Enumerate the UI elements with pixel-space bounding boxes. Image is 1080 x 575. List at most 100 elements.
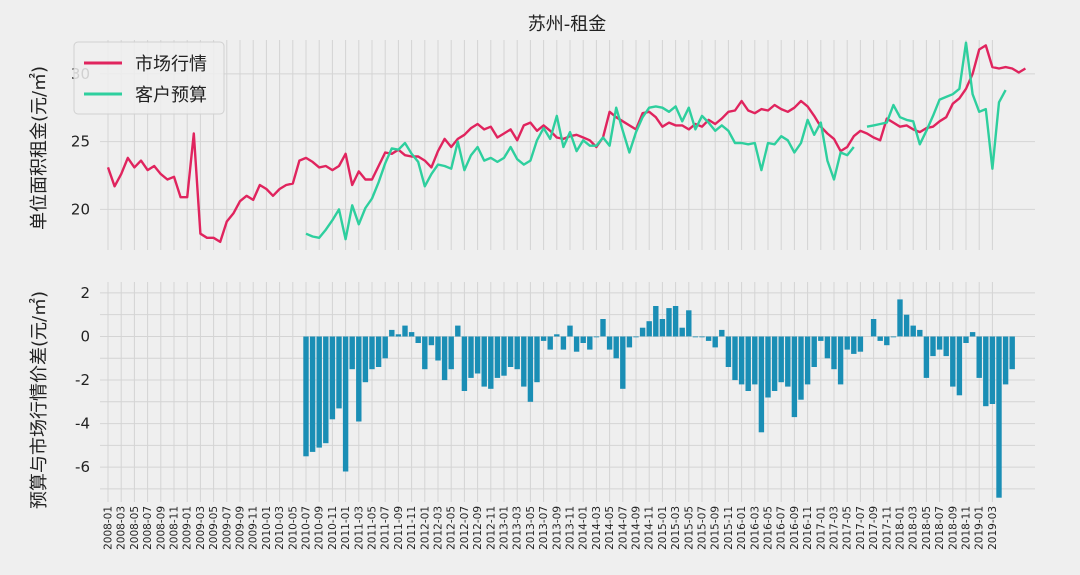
x-tick-label: 2013-11	[565, 506, 577, 550]
gap-bar	[494, 336, 501, 378]
gap-bar	[521, 336, 527, 387]
gap-bar	[422, 336, 428, 370]
gap-bar	[395, 334, 402, 337]
bottom-y-ticks: -6 -4 -2 0 2	[75, 284, 90, 476]
gap-bar	[514, 336, 520, 370]
x-tick-label: 2010-07	[301, 506, 313, 550]
x-tick-label: 2016-11	[802, 506, 814, 550]
gap-bar	[1009, 336, 1015, 370]
gap-bar	[884, 336, 890, 346]
gap-bar	[989, 336, 996, 404]
gap-bar	[481, 336, 487, 387]
x-tick-label: 2008-01	[103, 506, 115, 550]
x-tick-label: 2008-03	[116, 506, 128, 550]
x-tick-label: 2011-09	[393, 506, 405, 550]
gap-bar	[890, 336, 897, 338]
legend-box	[73, 41, 225, 115]
gap-bar	[679, 327, 685, 337]
gap-bar	[369, 336, 375, 370]
gap-bar	[606, 336, 613, 350]
x-tick-label: 2013-05	[525, 506, 537, 550]
gap-bar	[725, 336, 732, 367]
gap-bar	[567, 325, 573, 337]
x-tick-label: 2010-09	[314, 506, 326, 550]
x-tick-labels: 2008-01 2008-03 2008-05 2008-07 2008-09 2008-…	[103, 506, 999, 550]
gap-bar	[309, 336, 316, 452]
x-tick-label: 2014-11	[644, 506, 656, 550]
gap-bar	[897, 299, 903, 337]
gap-bar	[408, 332, 415, 337]
x-tick-label: 2009-07	[221, 506, 233, 550]
x-tick-label: 2014-07	[617, 506, 629, 550]
gap-bar	[686, 310, 692, 337]
gap-bar	[389, 329, 395, 337]
bottom-grid	[100, 282, 1035, 502]
x-tick-label: 2009-05	[208, 506, 220, 550]
gap-bar	[870, 319, 877, 337]
x-tick-label: 2015-03	[670, 506, 682, 550]
gap-bar	[705, 336, 712, 341]
x-tick-label: 2015-09	[710, 506, 722, 550]
gap-bar	[983, 336, 989, 407]
legend: 市场行情 客户预算	[73, 41, 225, 115]
gap-bar	[785, 336, 791, 387]
gap-bar	[316, 336, 322, 448]
x-tick-label: 2015-11	[723, 506, 735, 550]
gap-bar	[712, 336, 718, 348]
gap-bar	[936, 336, 943, 350]
bottom-y-axis-label: 预算与市场行情价差(元/㎡)	[28, 291, 50, 509]
gap-bar	[778, 336, 784, 383]
gap-bar	[329, 336, 336, 420]
x-tick-label: 2009-03	[195, 506, 207, 550]
gap-bar	[798, 336, 804, 400]
price-gap-bar-panel: -6 -4 -2 0 2 预算与市场行情价差(元/㎡)	[28, 282, 1035, 509]
x-tick-label: 2012-05	[446, 506, 458, 550]
gap-bar	[375, 336, 382, 367]
gap-bar	[923, 336, 930, 378]
x-tick-label: 2010-01	[261, 506, 273, 550]
x-tick-label: 2013-07	[538, 506, 550, 550]
x-tick-label: 2008-07	[142, 506, 154, 550]
gap-bar	[745, 336, 751, 391]
gap-bar	[672, 306, 679, 337]
gap-bar	[969, 332, 976, 337]
gap-bar	[765, 336, 771, 398]
gap-bar	[791, 336, 798, 418]
gap-bar	[917, 329, 923, 337]
gap-bar	[659, 319, 666, 337]
gap-bar	[415, 336, 421, 343]
gap-bar	[943, 336, 949, 357]
x-tick-label: 2009-09	[235, 506, 247, 550]
gap-bar	[507, 336, 514, 367]
bottom-plot-area	[100, 282, 1035, 502]
x-tick-label: 2010-05	[287, 506, 299, 550]
gap-bar	[474, 336, 481, 374]
top-y-tick-label: 25	[71, 133, 90, 151]
gap-bar	[851, 336, 857, 354]
x-tick-label: 2016-03	[749, 506, 761, 550]
gap-bar	[593, 336, 600, 338]
x-tick-label: 2018-05	[921, 506, 933, 550]
x-tick-label: 2010-11	[327, 506, 339, 550]
gap-bar	[633, 336, 639, 338]
x-tick-label: 2009-11	[248, 506, 260, 550]
x-tick-label: 2010-03	[274, 506, 286, 550]
gap-bar	[461, 336, 468, 391]
x-tick-label: 2016-01	[736, 506, 748, 550]
gap-bar	[963, 336, 969, 343]
x-tick-label: 2011-07	[380, 506, 392, 550]
gap-bar	[877, 336, 883, 341]
gap-bar	[540, 336, 547, 341]
x-tick-label: 2016-05	[763, 506, 775, 550]
gap-bar	[626, 336, 633, 348]
gap-bar	[666, 308, 672, 337]
x-tick-label: 2019-03	[987, 506, 999, 550]
gap-bar	[527, 336, 534, 402]
gap-bar	[653, 306, 659, 337]
x-tick-label: 2018-03	[908, 506, 920, 550]
gap-bar	[818, 336, 824, 341]
gap-bar	[468, 336, 474, 378]
x-tick-label: 2014-01	[578, 506, 590, 550]
gap-bar	[323, 336, 329, 444]
gap-bar	[732, 336, 738, 381]
